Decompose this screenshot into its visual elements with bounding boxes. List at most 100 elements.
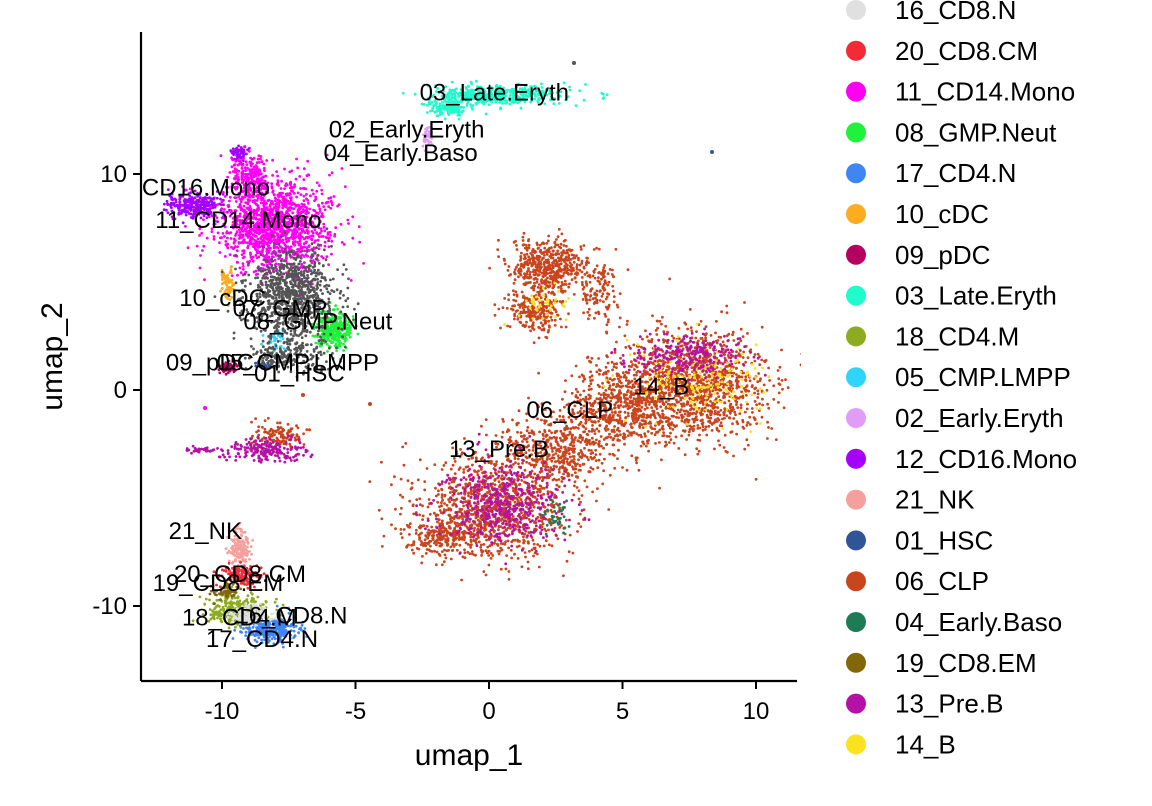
data-point (633, 352, 636, 355)
data-point (601, 292, 605, 296)
data-point (660, 426, 664, 430)
data-point (596, 383, 600, 387)
data-point (746, 421, 750, 424)
data-point (544, 529, 548, 533)
data-point (553, 526, 557, 530)
data-point (618, 325, 621, 329)
data-point (550, 300, 553, 304)
data-point (474, 540, 477, 543)
data-point (565, 460, 569, 464)
data-point (546, 299, 550, 303)
data-point (522, 276, 525, 279)
data-point (695, 382, 699, 386)
data-point (728, 416, 732, 420)
data-point (558, 267, 562, 271)
data-point (741, 396, 745, 400)
data-point (644, 401, 648, 405)
data-point (568, 282, 571, 286)
data-point (744, 378, 747, 381)
data-point (588, 275, 592, 279)
data-point (626, 390, 629, 394)
data-point (630, 425, 633, 429)
data-point (545, 241, 549, 245)
data-point (543, 253, 546, 257)
data-point (634, 412, 638, 416)
data-point (750, 407, 754, 410)
data-point (731, 330, 735, 334)
data-point (532, 268, 536, 272)
data-point (463, 530, 467, 534)
data-point (586, 310, 590, 314)
data-point (786, 386, 790, 390)
data-point (760, 325, 764, 329)
data-point (780, 379, 784, 382)
data-point (525, 314, 529, 318)
data-point (717, 410, 720, 414)
data-point (600, 273, 604, 276)
data-point (571, 551, 575, 555)
data-point (740, 375, 744, 379)
data-point (467, 491, 470, 495)
data-point (644, 434, 647, 438)
data-point (725, 365, 729, 368)
data-point (426, 532, 430, 535)
data-point (748, 379, 752, 383)
data-point (611, 438, 615, 442)
data-point (585, 282, 588, 286)
data-point (698, 401, 702, 405)
data-point (532, 314, 536, 317)
data-point (696, 438, 700, 442)
data-point (562, 271, 566, 275)
data-point (622, 405, 625, 409)
data-point (570, 374, 574, 378)
data-point (574, 280, 578, 284)
data-point (666, 419, 670, 423)
data-point (664, 339, 668, 342)
data-point (646, 430, 650, 433)
data-point (529, 270, 532, 274)
data-point (453, 536, 457, 540)
data-point (555, 436, 559, 440)
data-point (504, 540, 507, 544)
data-point (701, 421, 705, 424)
data-point (721, 362, 725, 366)
data-point (577, 256, 580, 260)
data-point (613, 347, 617, 351)
data-point (639, 409, 643, 413)
data-point (493, 539, 497, 542)
data-point (531, 538, 535, 542)
data-point (664, 370, 668, 374)
data-point (678, 378, 682, 382)
data-point (689, 408, 692, 411)
data-point (455, 498, 459, 501)
data-point (505, 306, 509, 310)
data-point (616, 397, 620, 401)
data-point (577, 489, 581, 493)
data-point (669, 403, 672, 407)
data-point (664, 391, 668, 395)
data-point (513, 312, 516, 316)
data-point (564, 325, 568, 329)
data-point (623, 365, 626, 369)
data-point (662, 330, 666, 334)
data-point (674, 415, 678, 419)
data-point (553, 301, 557, 305)
data-point (597, 442, 601, 446)
data-point (471, 463, 474, 467)
data-point (604, 372, 608, 376)
data-point (463, 551, 467, 555)
data-point (690, 385, 693, 389)
data-point (531, 480, 534, 484)
data-point (671, 339, 675, 343)
data-point (732, 339, 736, 342)
data-point (518, 303, 522, 307)
data-point (644, 380, 648, 384)
data-point (697, 409, 701, 413)
data-point (541, 479, 544, 483)
data-point (784, 378, 787, 381)
data-point (701, 428, 705, 432)
data-point (509, 273, 513, 276)
data-point (551, 249, 555, 253)
data-point (464, 478, 468, 481)
data-point (523, 468, 527, 472)
